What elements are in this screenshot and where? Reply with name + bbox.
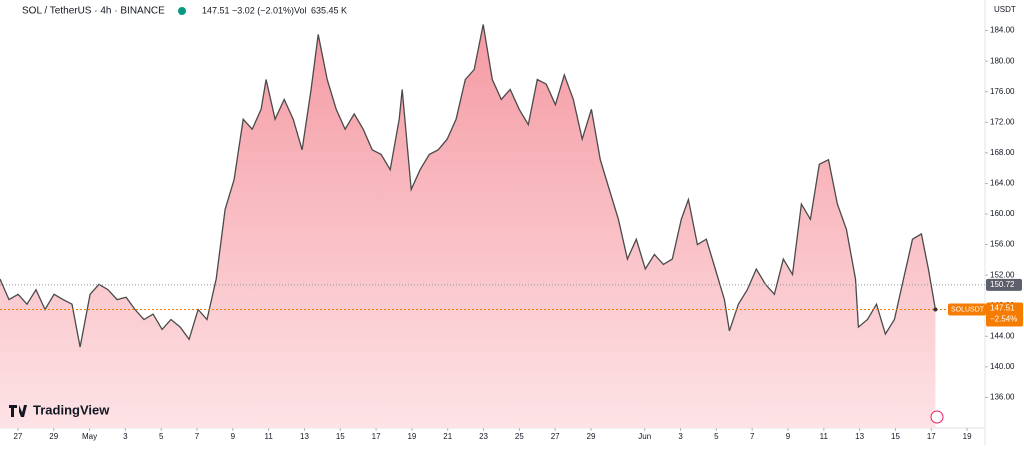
symbol-label: SOLUSDT bbox=[951, 306, 985, 313]
y-tick-label: 176.00 bbox=[990, 87, 1015, 96]
x-tick-label: 5 bbox=[714, 432, 719, 441]
price-tag bbox=[986, 302, 1023, 327]
x-tick-label: 27 bbox=[13, 432, 22, 441]
x-tick-label: 21 bbox=[443, 432, 452, 441]
symbol-tag bbox=[948, 303, 986, 316]
x-tick-label: 3 bbox=[123, 432, 128, 441]
y-tick-label: 156.00 bbox=[990, 240, 1015, 249]
x-tick-label: 17 bbox=[927, 432, 936, 441]
header-volume-label: Vol bbox=[294, 5, 307, 15]
y-tick-label: 144.00 bbox=[990, 331, 1015, 340]
x-tick-label: 5 bbox=[159, 432, 164, 441]
y-tick-label: 172.00 bbox=[990, 117, 1015, 126]
x-tick-label: 9 bbox=[231, 432, 236, 441]
x-tick-label: 3 bbox=[678, 432, 683, 441]
header-volume: 635.45 K bbox=[311, 5, 347, 15]
x-tick-label: May bbox=[82, 432, 97, 441]
alert-icon bbox=[930, 410, 944, 424]
x-tick-label: 25 bbox=[515, 432, 524, 441]
reference-label: 150.72 bbox=[990, 280, 1015, 289]
x-tick-label: 13 bbox=[855, 432, 864, 441]
axis-unit: USDT bbox=[994, 5, 1016, 14]
x-tick-label: 11 bbox=[820, 432, 829, 441]
y-tick-label: 184.00 bbox=[990, 26, 1015, 35]
y-tick-label: 160.00 bbox=[990, 209, 1015, 218]
status-dot bbox=[178, 7, 186, 15]
y-tick-label: 168.00 bbox=[990, 148, 1015, 157]
plot-area bbox=[0, 24, 937, 428]
y-tick-label: 180.00 bbox=[990, 56, 1015, 65]
chart-title: SOL / TetherUS · 4h · BINANCE bbox=[22, 6, 165, 17]
x-tick-label: Jun bbox=[638, 432, 651, 441]
price-tag-price: 147.51 bbox=[990, 304, 1015, 313]
price-line bbox=[0, 24, 937, 348]
x-tick-label: 23 bbox=[479, 432, 488, 441]
brand-logo bbox=[9, 405, 27, 417]
x-tick-label: 11 bbox=[264, 432, 273, 441]
price-tag-change: −2.54% bbox=[990, 315, 1017, 324]
y-tick-label: 140.00 bbox=[990, 362, 1015, 371]
last-price-dot bbox=[933, 307, 938, 312]
y-tick-label: 164.00 bbox=[990, 179, 1015, 188]
x-tick-label: 15 bbox=[336, 432, 345, 441]
x-tick-label: 13 bbox=[300, 432, 309, 441]
x-tick-label: 19 bbox=[963, 432, 972, 441]
x-tick-label: 9 bbox=[786, 432, 791, 441]
header-price: 147.51 bbox=[202, 5, 230, 15]
area-fill bbox=[0, 24, 936, 428]
x-tick-label: 29 bbox=[49, 432, 58, 441]
brand: TradingView bbox=[33, 402, 110, 417]
reference-tag bbox=[986, 278, 1022, 291]
x-tick-label: 7 bbox=[750, 432, 755, 441]
header-change: −3.02 (−2.01%) bbox=[232, 5, 294, 15]
x-tick-label: 19 bbox=[407, 432, 416, 441]
y-tick-label: 152.00 bbox=[990, 270, 1015, 279]
x-tick-label: 7 bbox=[195, 432, 200, 441]
y-tick-label: 136.00 bbox=[990, 393, 1015, 402]
x-tick-label: 27 bbox=[551, 432, 560, 441]
x-tick-label: 29 bbox=[587, 432, 596, 441]
x-tick-label: 17 bbox=[372, 432, 381, 441]
x-tick-label: 15 bbox=[891, 432, 900, 441]
